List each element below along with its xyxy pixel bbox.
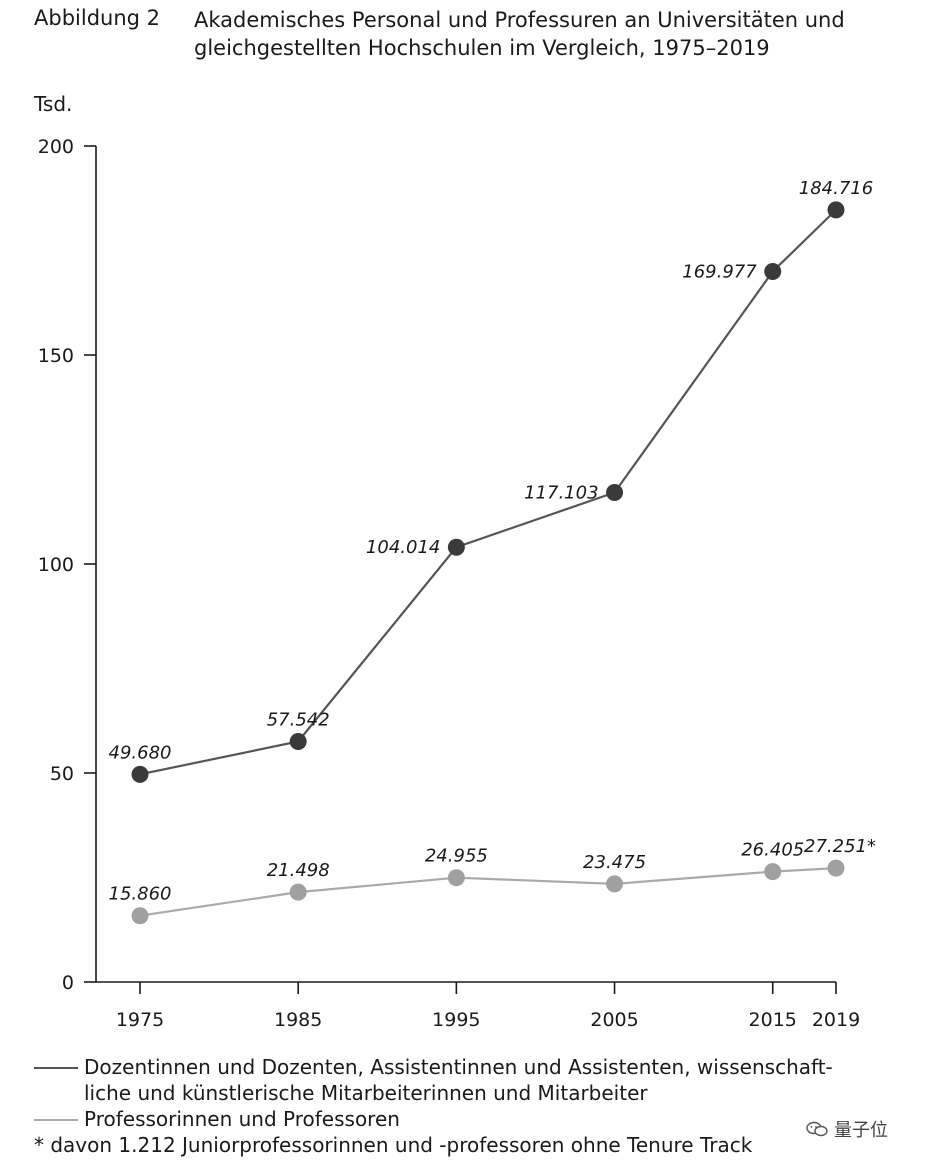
series-2-data-label: 27.251* [804, 836, 876, 857]
series-2-point [131, 907, 149, 925]
legend-label-series-1-line-1: Dozentinnen und Dozenten, Assistentinnen… [84, 1055, 833, 1079]
x-tick-label: 2015 [749, 1009, 797, 1031]
series-1-point [289, 732, 307, 750]
x-tick-label: 2019 [812, 1009, 860, 1031]
series-1-point [131, 765, 149, 783]
axes: 0 50 100 150 200 1975 1985 1995 2005 2015 2019 [38, 136, 860, 1031]
watermark-text: 量子位 [834, 1120, 888, 1141]
footnote: * davon 1.212 Juniorprofessorinnen und -… [34, 1133, 753, 1157]
x-tick-label: 1975 [116, 1009, 164, 1031]
series-2-point [606, 875, 624, 893]
y-tick-label: 50 [50, 763, 74, 785]
series-1-data-label: 49.680 [109, 742, 172, 763]
y-tick-label: 100 [38, 554, 74, 576]
series-2-point [447, 869, 465, 887]
x-tick-label: 1995 [432, 1009, 480, 1031]
series-lines [139, 209, 837, 917]
series-1-point [606, 484, 624, 502]
figure-title: Akademisches Personal und Professuren an… [194, 8, 845, 60]
series-points [131, 201, 845, 925]
legend-swatch-series-2 [34, 1119, 78, 1121]
legend: Dozentinnen und Dozenten, Assistentinnen… [34, 1054, 914, 1158]
y-tick-label: 0 [62, 972, 74, 994]
series-2-point [764, 863, 782, 881]
y-tick-label: 150 [38, 345, 74, 367]
series-2-data-label: 24.955 [425, 846, 488, 867]
series-1-point [447, 538, 465, 556]
watermark: 量子位 [806, 1116, 888, 1142]
y-tick-label: 200 [38, 136, 74, 158]
wechat-icon [806, 1121, 828, 1137]
series-labels: 49.680 57.542 104.014 117.103 169.977 184.716… [109, 178, 876, 905]
legend-item-series-1: Dozentinnen und Dozenten, Assistentinnen… [34, 1054, 914, 1106]
series-1-data-label: 104.014 [366, 537, 440, 558]
x-tick-label: 2005 [590, 1009, 638, 1031]
series-2-data-label: 23.475 [583, 852, 646, 873]
series-1-data-label: 184.716 [799, 178, 873, 199]
series-1-data-label: 169.977 [682, 261, 757, 282]
series-1-data-label: 57.542 [267, 709, 330, 730]
figure-label: Abbildung 2 [34, 6, 161, 30]
series-2-data-label: 15.860 [109, 884, 172, 905]
line-chart: 0 50 100 150 200 1975 1985 1995 2005 2015 2019 49.… [38, 136, 876, 1031]
series-1-point [764, 262, 782, 280]
y-axis-unit: Tsd. [34, 92, 73, 116]
legend-label-series-2: Professorinnen und Professoren [84, 1107, 400, 1131]
series-2-point [827, 859, 845, 877]
series-1-line [139, 209, 837, 776]
series-2-line [139, 866, 837, 917]
x-tick-label: 1985 [274, 1009, 322, 1031]
series-2-data-label: 21.498 [267, 860, 330, 881]
legend-swatch-series-1 [34, 1067, 78, 1069]
series-2-point [289, 883, 307, 901]
series-2-data-label: 26.405 [741, 840, 804, 861]
legend-label-series-1-line-2: liche und künstlerische Mitarbeiterinnen… [84, 1081, 648, 1105]
series-1-data-label: 117.103 [524, 483, 598, 504]
legend-item-series-2: Professorinnen und Professoren [34, 1106, 914, 1132]
series-1-point [827, 201, 845, 219]
